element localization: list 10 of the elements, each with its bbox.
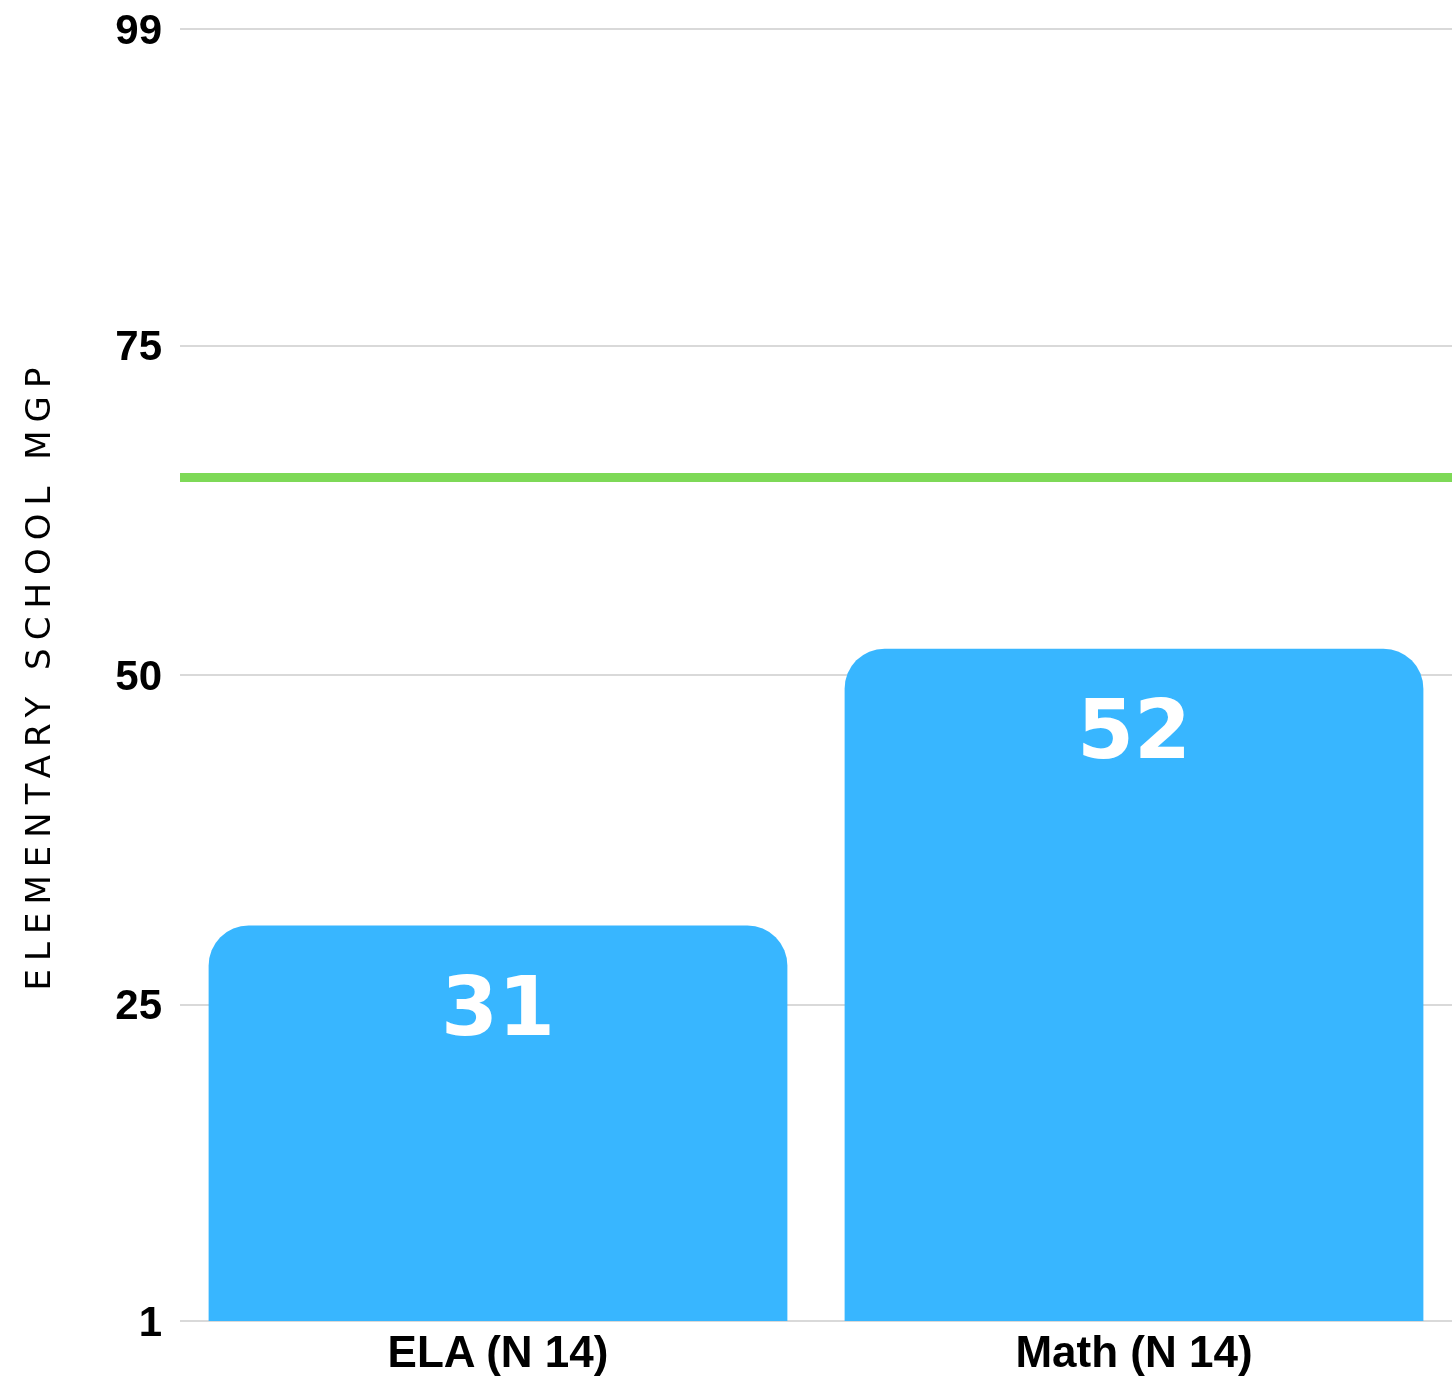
- y-tick-label: 1: [138, 1297, 162, 1345]
- x-tick-label: ELA (N 14): [387, 1326, 609, 1376]
- y-tick-label: 75: [115, 321, 162, 369]
- y-tick-label: 25: [115, 981, 162, 1029]
- y-axis-title: ELEMENTARY SCHOOL MGP: [18, 359, 58, 991]
- y-tick-label: 50: [115, 651, 162, 699]
- y-tick-label: 99: [115, 5, 162, 53]
- x-tick-label: Math (N 14): [1015, 1326, 1253, 1376]
- data-label: 31: [440, 958, 556, 1054]
- data-label: 52: [1076, 682, 1192, 778]
